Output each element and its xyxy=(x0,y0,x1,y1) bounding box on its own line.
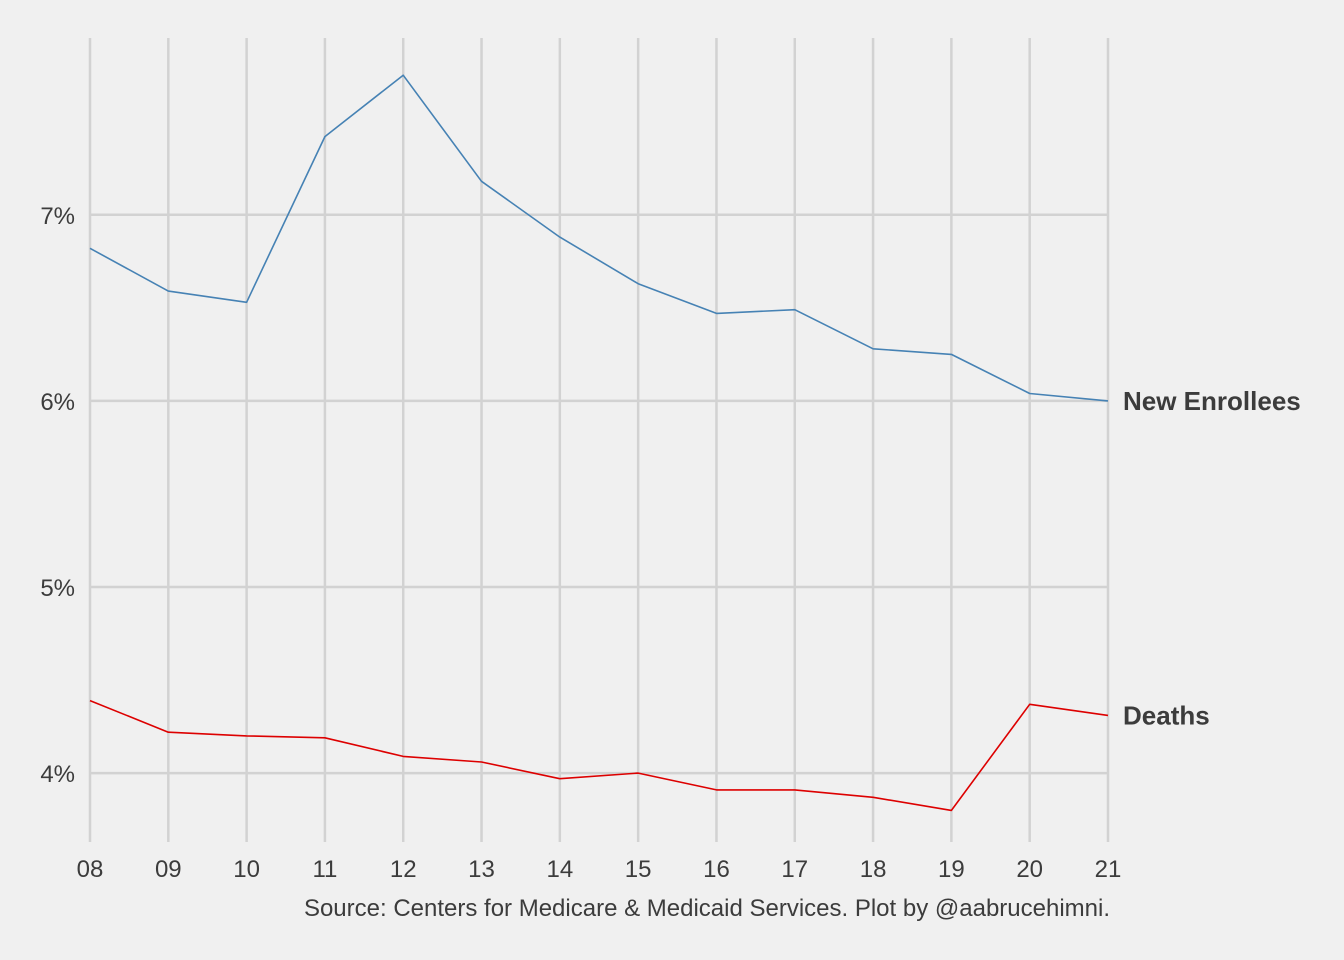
x-tick-label: 08 xyxy=(77,856,104,883)
y-tick-label: 6% xyxy=(40,389,75,416)
y-tick-label: 4% xyxy=(40,761,75,788)
x-tick-label: 14 xyxy=(546,856,573,883)
x-tick-label: 15 xyxy=(625,856,652,883)
x-tick-label: 13 xyxy=(468,856,495,883)
horizontal-gridlines xyxy=(90,213,1108,775)
x-tick-label: 21 xyxy=(1095,856,1122,883)
x-tick-label: 09 xyxy=(155,856,182,883)
x-tick-label: 10 xyxy=(233,856,260,883)
x-axis-tick-labels: 08 09 10 11 12 13 14 15 16 17 18 19 20 21 xyxy=(77,856,1122,883)
x-tick-label: 16 xyxy=(703,856,730,883)
y-tick-label: 5% xyxy=(40,575,75,602)
y-axis-tick-labels: 4% 5% 6% 7% xyxy=(40,203,75,788)
new-enrollees-line xyxy=(89,74,1109,402)
x-tick-label: 11 xyxy=(312,856,337,883)
deaths-label: Deaths xyxy=(1123,700,1210,730)
x-tick-label: 20 xyxy=(1016,856,1043,883)
x-tick-label: 19 xyxy=(938,856,965,883)
x-tick-label: 18 xyxy=(860,856,887,883)
deaths-line xyxy=(89,699,1109,812)
x-tick-label: 12 xyxy=(390,856,417,883)
source-caption: Source: Centers for Medicare & Medicaid … xyxy=(304,895,1110,922)
series-lines xyxy=(89,74,1109,812)
y-tick-label: 7% xyxy=(40,203,75,230)
x-tick-label: 17 xyxy=(781,856,808,883)
vertical-gridlines xyxy=(88,38,1110,842)
new-enrollees-label: New Enrollees xyxy=(1123,386,1301,416)
series-labels: New Enrollees Deaths xyxy=(1123,386,1301,731)
